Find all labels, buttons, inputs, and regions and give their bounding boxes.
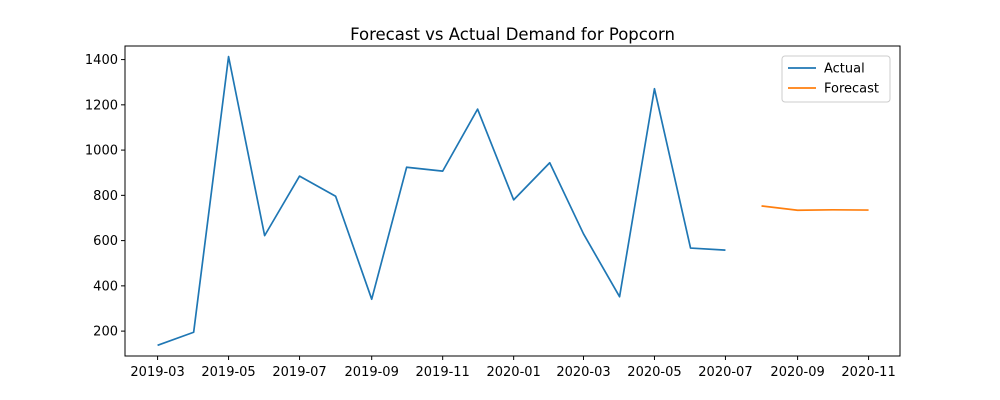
y-tick-label: 200 <box>93 325 118 340</box>
x-tick-label: 2019-09 <box>345 365 399 380</box>
x-tick-label: 2020-05 <box>627 365 681 380</box>
legend-label-actual: Actual <box>824 62 865 77</box>
chart-title: Forecast vs Actual Demand for Popcorn <box>350 25 675 44</box>
y-tick-label: 1200 <box>85 98 118 113</box>
x-tick-label: 2019-11 <box>416 365 470 380</box>
y-tick-label: 600 <box>93 234 118 249</box>
series-line-forecast <box>761 205 869 212</box>
y-tick-label: 400 <box>93 279 118 294</box>
x-tick-label: 2020-11 <box>841 365 895 380</box>
legend: Actual Forecast <box>781 55 891 103</box>
series-line-actual <box>157 55 726 347</box>
x-tick-label: 2020-07 <box>698 365 752 380</box>
axes-frame <box>124 45 901 357</box>
x-tick-label: 2019-05 <box>201 365 255 380</box>
y-tick-label: 1400 <box>85 53 118 68</box>
legend-label-forecast: Forecast <box>824 82 879 97</box>
x-tick-label: 2019-03 <box>130 365 184 380</box>
plot-area: 200 400 600 800 1000 1200 1400 2019-03 2019-05 20… <box>85 45 901 380</box>
y-tick-label: 800 <box>93 189 118 204</box>
x-tick-label: 2019-07 <box>272 365 326 380</box>
x-tick-label: 2020-03 <box>556 365 610 380</box>
y-tick-label: 1000 <box>85 144 118 159</box>
x-tick-label: 2020-01 <box>486 365 540 380</box>
x-tick-label: 2020-09 <box>770 365 824 380</box>
